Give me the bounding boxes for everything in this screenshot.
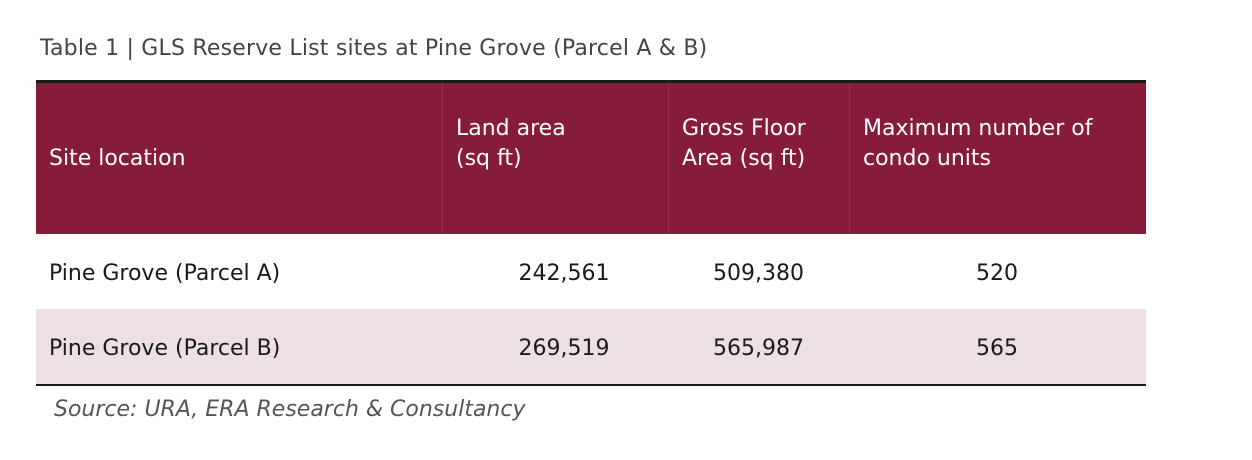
column-header-max-condo-units: Maximum number of condo units <box>850 83 1146 234</box>
table-row: Pine Grove (Parcel A) 242,561 509,380 52… <box>36 234 1146 309</box>
table-row: Pine Grove (Parcel B) 269,519 565,987 56… <box>36 309 1146 384</box>
table-caption: Table 1 | GLS Reserve List sites at Pine… <box>40 36 708 61</box>
column-header-gross-floor-area: Gross Floor Area (sq ft) <box>669 83 850 234</box>
column-header-label: Gross Floor Area (sq ft) <box>682 115 806 171</box>
gross-floor-area-cell: 509,380 <box>713 261 804 286</box>
column-header-label: Land area (sq ft) <box>456 115 566 171</box>
max-units-cell: 565 <box>976 336 1018 361</box>
site-location-cell: Pine Grove (Parcel B) <box>49 336 281 361</box>
max-units-cell: 520 <box>976 261 1018 286</box>
land-area-cell: 269,519 <box>518 336 610 361</box>
table-header-row: Site location Land area (sq ft) Gross Fl… <box>36 83 1146 234</box>
column-header-land-area: Land area (sq ft) <box>443 83 669 234</box>
site-location-cell: Pine Grove (Parcel A) <box>49 261 281 286</box>
column-header-site-location: Site location <box>36 83 443 234</box>
source-note: Source: URA, ERA Research & Consultancy <box>54 397 526 422</box>
land-area-cell: 242,561 <box>518 261 610 286</box>
data-table: Site location Land area (sq ft) Gross Fl… <box>36 80 1146 386</box>
gross-floor-area-cell: 565,987 <box>713 336 804 361</box>
column-header-label: Site location <box>49 145 186 171</box>
column-header-label: Maximum number of condo units <box>863 115 1093 171</box>
